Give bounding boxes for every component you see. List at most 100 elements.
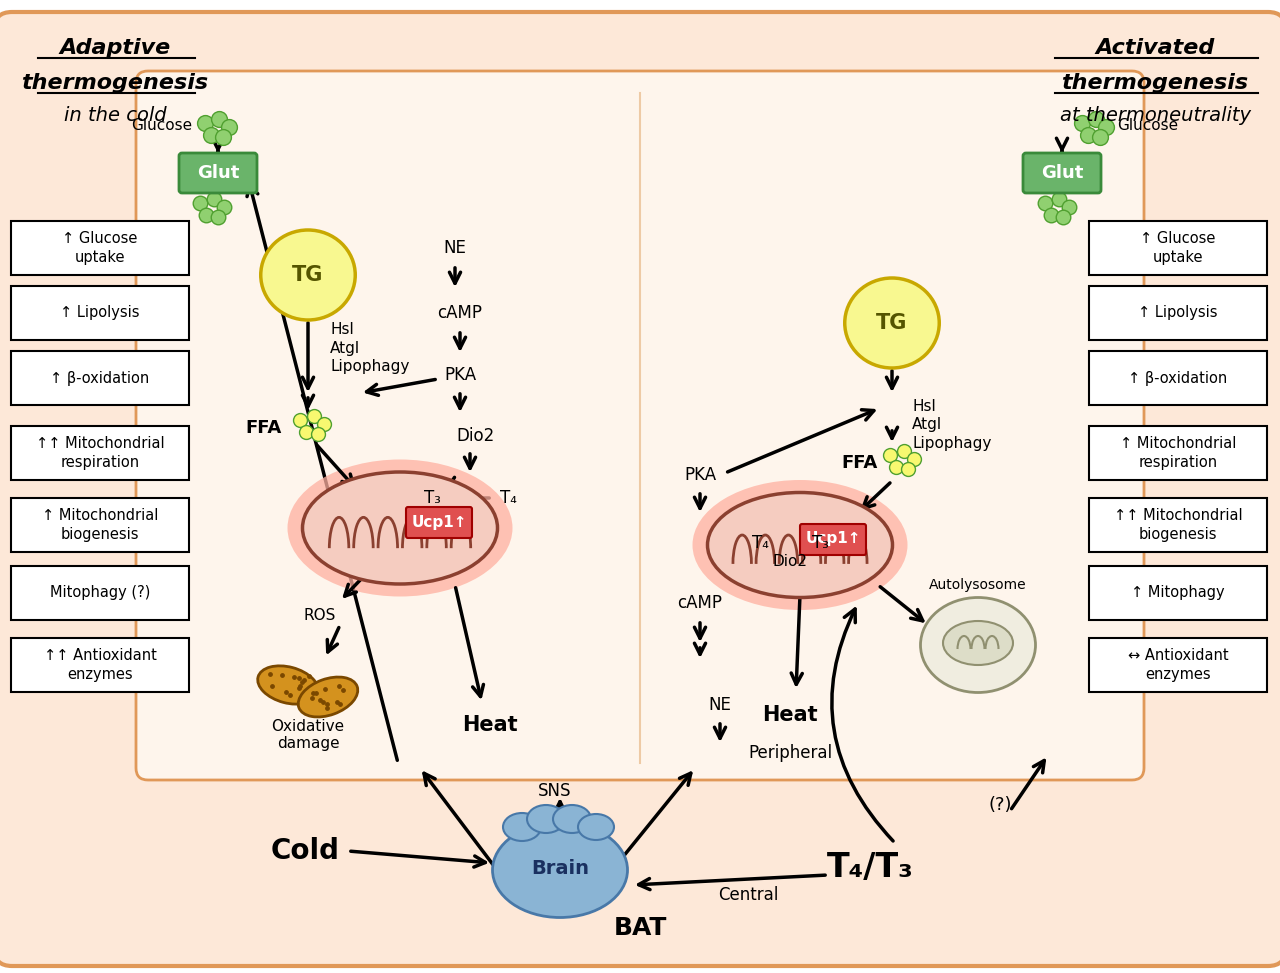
- Ellipse shape: [553, 805, 591, 833]
- Point: [196, 207, 216, 223]
- Text: Glut: Glut: [197, 164, 239, 182]
- Point: [298, 667, 319, 683]
- Ellipse shape: [493, 822, 627, 918]
- Point: [275, 684, 296, 700]
- FancyBboxPatch shape: [12, 638, 189, 692]
- Ellipse shape: [708, 492, 892, 597]
- FancyBboxPatch shape: [1089, 498, 1267, 552]
- Text: PKA: PKA: [684, 466, 716, 484]
- Text: Peripheral: Peripheral: [748, 744, 832, 762]
- Text: at thermoneutrality: at thermoneutrality: [1060, 106, 1251, 125]
- Ellipse shape: [257, 666, 319, 704]
- Point: [201, 127, 221, 143]
- FancyBboxPatch shape: [12, 351, 189, 405]
- Text: Heat: Heat: [762, 705, 818, 725]
- Text: Autolysosome: Autolysosome: [929, 578, 1027, 592]
- Text: SNS: SNS: [539, 782, 572, 800]
- Text: ↔ Antioxidant
enzymes: ↔ Antioxidant enzymes: [1128, 648, 1229, 682]
- Point: [293, 672, 314, 688]
- Point: [280, 688, 301, 703]
- Point: [1052, 209, 1073, 225]
- Text: ↑ Glucose
uptake: ↑ Glucose uptake: [63, 232, 138, 265]
- Text: (?): (?): [988, 796, 1011, 814]
- Text: T₄/T₃: T₄/T₃: [827, 851, 914, 884]
- Text: ↑↑ Mitochondrial
biogenesis: ↑↑ Mitochondrial biogenesis: [1114, 508, 1243, 542]
- FancyBboxPatch shape: [12, 566, 189, 620]
- Point: [207, 209, 228, 225]
- Point: [219, 120, 239, 135]
- Point: [292, 674, 312, 690]
- Point: [303, 409, 324, 424]
- Text: ROS: ROS: [303, 607, 337, 623]
- Text: T₄: T₄: [751, 534, 768, 552]
- FancyBboxPatch shape: [406, 507, 472, 538]
- FancyBboxPatch shape: [12, 221, 189, 275]
- Point: [316, 697, 337, 712]
- Ellipse shape: [579, 814, 614, 840]
- Text: ↑ Mitochondrial
respiration: ↑ Mitochondrial respiration: [1120, 436, 1236, 470]
- Point: [204, 192, 224, 207]
- Point: [1085, 111, 1106, 126]
- Point: [312, 695, 333, 710]
- Text: Hsl
Atgl
Lipophagy: Hsl Atgl Lipophagy: [330, 322, 410, 374]
- Point: [1071, 115, 1092, 130]
- Text: Cold: Cold: [270, 837, 339, 865]
- Point: [289, 679, 310, 695]
- Point: [214, 199, 234, 215]
- Point: [310, 693, 330, 708]
- Point: [189, 196, 210, 211]
- Point: [886, 459, 906, 475]
- Point: [260, 666, 280, 681]
- Text: Dio2: Dio2: [456, 427, 494, 445]
- Point: [307, 426, 328, 442]
- Point: [1096, 120, 1116, 135]
- Point: [333, 682, 353, 698]
- Text: ↑↑ Antioxidant
enzymes: ↑↑ Antioxidant enzymes: [44, 648, 156, 682]
- Text: ↑ Lipolysis: ↑ Lipolysis: [60, 306, 140, 320]
- Text: T₃: T₃: [812, 534, 828, 552]
- FancyBboxPatch shape: [800, 524, 867, 555]
- Text: ↑ Lipolysis: ↑ Lipolysis: [1138, 306, 1217, 320]
- Text: ↑↑ Mitochondrial
respiration: ↑↑ Mitochondrial respiration: [36, 436, 164, 470]
- Point: [212, 129, 233, 145]
- Text: T₃: T₃: [424, 489, 440, 507]
- Text: ↑ Mitochondrial
biogenesis: ↑ Mitochondrial biogenesis: [42, 508, 159, 542]
- Point: [302, 685, 323, 701]
- Text: Adaptive: Adaptive: [59, 38, 170, 58]
- Text: Dio2: Dio2: [773, 554, 808, 568]
- Point: [1078, 127, 1098, 143]
- Point: [1048, 192, 1069, 207]
- Ellipse shape: [920, 597, 1036, 693]
- Text: Activated: Activated: [1096, 38, 1215, 58]
- Text: TG: TG: [292, 265, 324, 285]
- Text: thermogenesis: thermogenesis: [1061, 73, 1248, 93]
- Point: [329, 678, 349, 694]
- FancyBboxPatch shape: [1089, 351, 1267, 405]
- Point: [195, 115, 215, 130]
- Text: NE: NE: [709, 696, 731, 714]
- Point: [296, 424, 316, 440]
- Text: Heat: Heat: [462, 715, 518, 735]
- Point: [330, 697, 351, 712]
- Text: Central: Central: [718, 886, 778, 904]
- Point: [1089, 129, 1110, 145]
- FancyBboxPatch shape: [12, 498, 189, 552]
- Text: ↑ β-oxidation: ↑ β-oxidation: [1129, 371, 1228, 385]
- Point: [289, 670, 310, 686]
- Text: NE: NE: [444, 239, 466, 257]
- Text: cAMP: cAMP: [438, 304, 483, 322]
- FancyBboxPatch shape: [179, 153, 257, 193]
- Point: [879, 448, 900, 463]
- Text: FFA: FFA: [842, 454, 878, 472]
- Text: ↑ Glucose
uptake: ↑ Glucose uptake: [1140, 232, 1216, 265]
- Point: [261, 678, 282, 694]
- Point: [284, 669, 305, 685]
- Text: Glucose: Glucose: [132, 118, 192, 132]
- Ellipse shape: [261, 230, 356, 320]
- Ellipse shape: [288, 459, 512, 596]
- FancyBboxPatch shape: [1089, 286, 1267, 340]
- Point: [904, 451, 924, 467]
- FancyBboxPatch shape: [1089, 221, 1267, 275]
- Text: Hsl
Atgl
Lipophagy: Hsl Atgl Lipophagy: [911, 399, 992, 451]
- Point: [1059, 199, 1079, 215]
